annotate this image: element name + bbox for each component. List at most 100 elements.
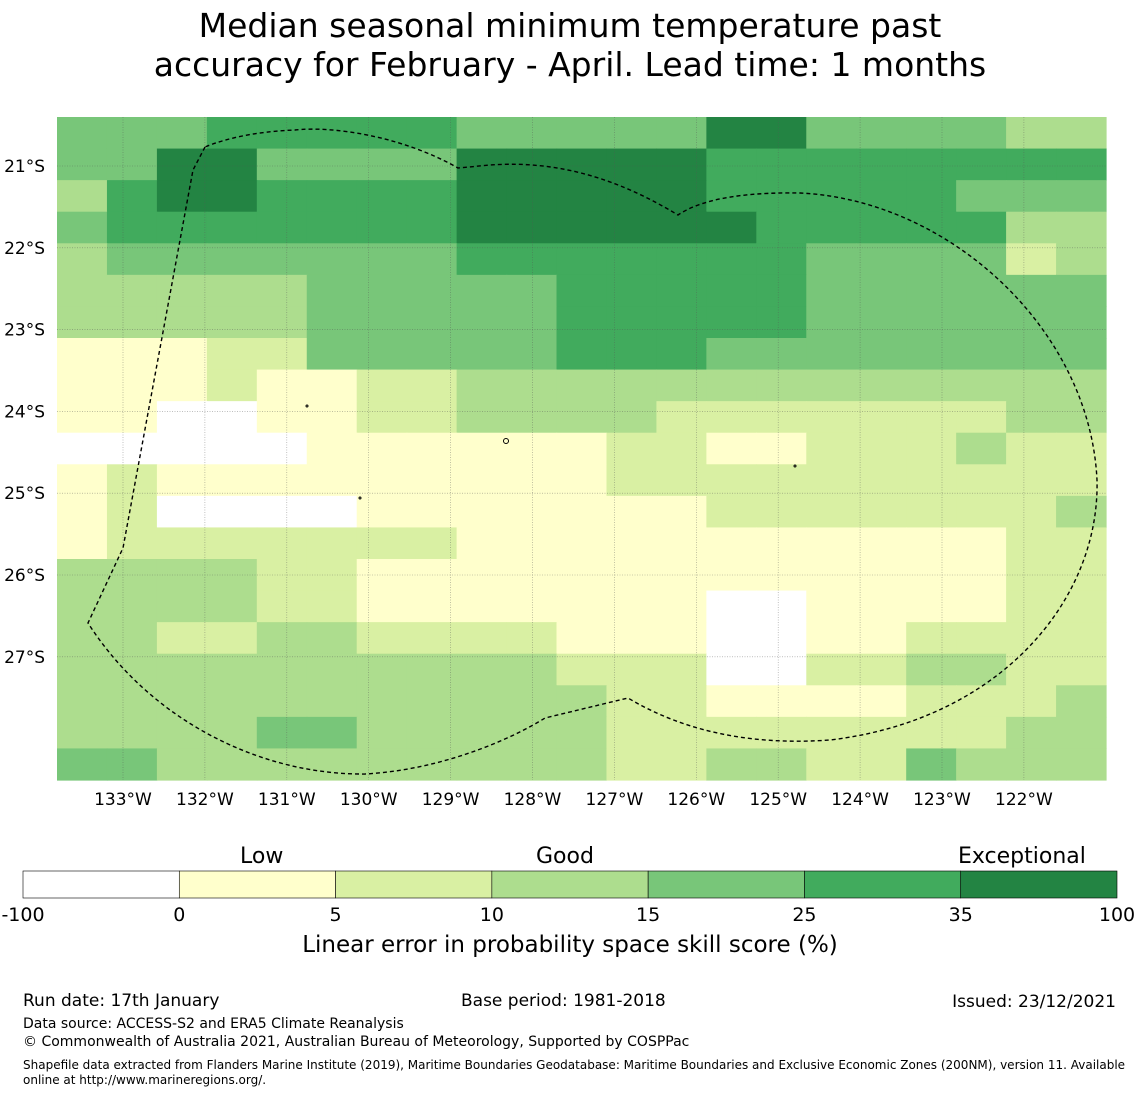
grid-cell	[1006, 369, 1057, 402]
longitude-tick-label: 132°W	[176, 790, 234, 810]
grid-cell	[456, 527, 508, 560]
grid-cell	[206, 243, 258, 276]
grid-cell	[756, 306, 807, 339]
grid-cell	[57, 716, 108, 750]
base-period: Base period: 1981-2018	[461, 991, 666, 1011]
grid-cell	[706, 464, 757, 497]
grid-cell	[1006, 685, 1057, 718]
grid-cell	[1006, 464, 1057, 497]
grid-cell	[306, 464, 358, 497]
grid-cell	[356, 369, 408, 402]
grid-cell	[906, 180, 957, 213]
grid-cell	[506, 338, 558, 371]
colorbar-swatch	[960, 870, 1118, 899]
grid-cell	[206, 117, 258, 150]
grid-cell	[356, 306, 408, 339]
grid-cell	[556, 148, 608, 181]
grid-cell	[1056, 180, 1107, 213]
grid-cell	[856, 211, 907, 244]
grid-cell	[956, 274, 1007, 308]
grid-cell	[806, 590, 857, 623]
grid-cell	[706, 338, 757, 371]
grid-cell	[57, 685, 108, 718]
grid-cell	[506, 748, 558, 781]
grid-cell	[506, 495, 558, 529]
grid-cell	[306, 211, 358, 244]
grid-cell	[556, 685, 608, 718]
grid-cell	[406, 401, 458, 434]
grid-cell	[1006, 274, 1057, 308]
grid-cell	[906, 716, 957, 750]
grid-cell	[956, 653, 1007, 686]
grid-cell	[606, 338, 658, 371]
grid-cell	[106, 117, 158, 150]
grid-cell	[356, 527, 408, 560]
grid-cell	[756, 369, 807, 402]
grid-cell	[756, 464, 807, 497]
longitude-tick-label: 123°W	[913, 790, 971, 810]
grid-cell	[956, 464, 1007, 497]
grid-cell	[956, 748, 1007, 781]
grid-cell	[506, 306, 558, 339]
grid-cell	[106, 464, 158, 497]
grid-cell	[656, 716, 707, 750]
longitude-tick-label: 131°W	[258, 790, 316, 810]
skill-grid	[57, 117, 1107, 781]
grid-cell	[156, 653, 208, 686]
grid-cell	[206, 369, 258, 402]
grid-cell	[1056, 716, 1107, 750]
grid-cell	[206, 685, 258, 718]
grid-cell	[356, 748, 408, 781]
grid-cell	[1006, 338, 1057, 371]
grid-cell	[256, 180, 308, 213]
grid-cell	[1006, 559, 1057, 592]
grid-cell	[606, 685, 658, 718]
grid-cell	[956, 306, 1007, 339]
grid-cell	[806, 748, 857, 781]
grid-cell	[1056, 306, 1107, 339]
grid-cell	[606, 274, 658, 308]
longitude-tick-label: 127°W	[586, 790, 644, 810]
grid-cell	[57, 527, 108, 560]
grid-cell	[606, 211, 658, 244]
grid-cell	[856, 369, 907, 402]
grid-cell	[57, 622, 108, 655]
grid-cell	[856, 148, 907, 181]
grid-cell	[606, 716, 658, 750]
grid-cell	[106, 748, 158, 781]
grid-cell	[556, 211, 608, 244]
grid-cell	[556, 117, 608, 150]
grid-cell	[556, 495, 608, 529]
grid-cell	[856, 432, 907, 465]
grid-cell	[106, 243, 158, 276]
grid-cell	[656, 527, 707, 560]
grid-cell	[256, 590, 308, 623]
grid-cell	[756, 748, 807, 781]
grid-cell	[106, 338, 158, 371]
grid-cell	[506, 464, 558, 497]
grid-cell	[456, 306, 508, 339]
grid-cell	[356, 716, 408, 750]
grid-cell	[1056, 527, 1107, 560]
longitude-tick-label: 130°W	[340, 790, 398, 810]
grid-cell	[956, 622, 1007, 655]
grid-cell	[1006, 180, 1057, 213]
grid-cell	[456, 211, 508, 244]
grid-cell	[456, 338, 508, 371]
grid-cell	[1056, 495, 1107, 529]
copyright: © Commonwealth of Australia 2021, Austra…	[23, 1034, 690, 1050]
longitude-tick-label: 129°W	[422, 790, 480, 810]
colorbar-swatch	[22, 870, 180, 899]
grid-cell	[706, 369, 757, 402]
grid-cell	[206, 622, 258, 655]
grid-cell	[156, 748, 208, 781]
grid-cell	[556, 401, 608, 434]
grid-cell	[356, 653, 408, 686]
grid-cell	[206, 148, 258, 181]
grid-cell	[306, 148, 358, 181]
grid-cell	[1056, 559, 1107, 592]
grid-cell	[806, 338, 857, 371]
grid-cell	[456, 369, 508, 402]
grid-cell	[756, 211, 807, 244]
